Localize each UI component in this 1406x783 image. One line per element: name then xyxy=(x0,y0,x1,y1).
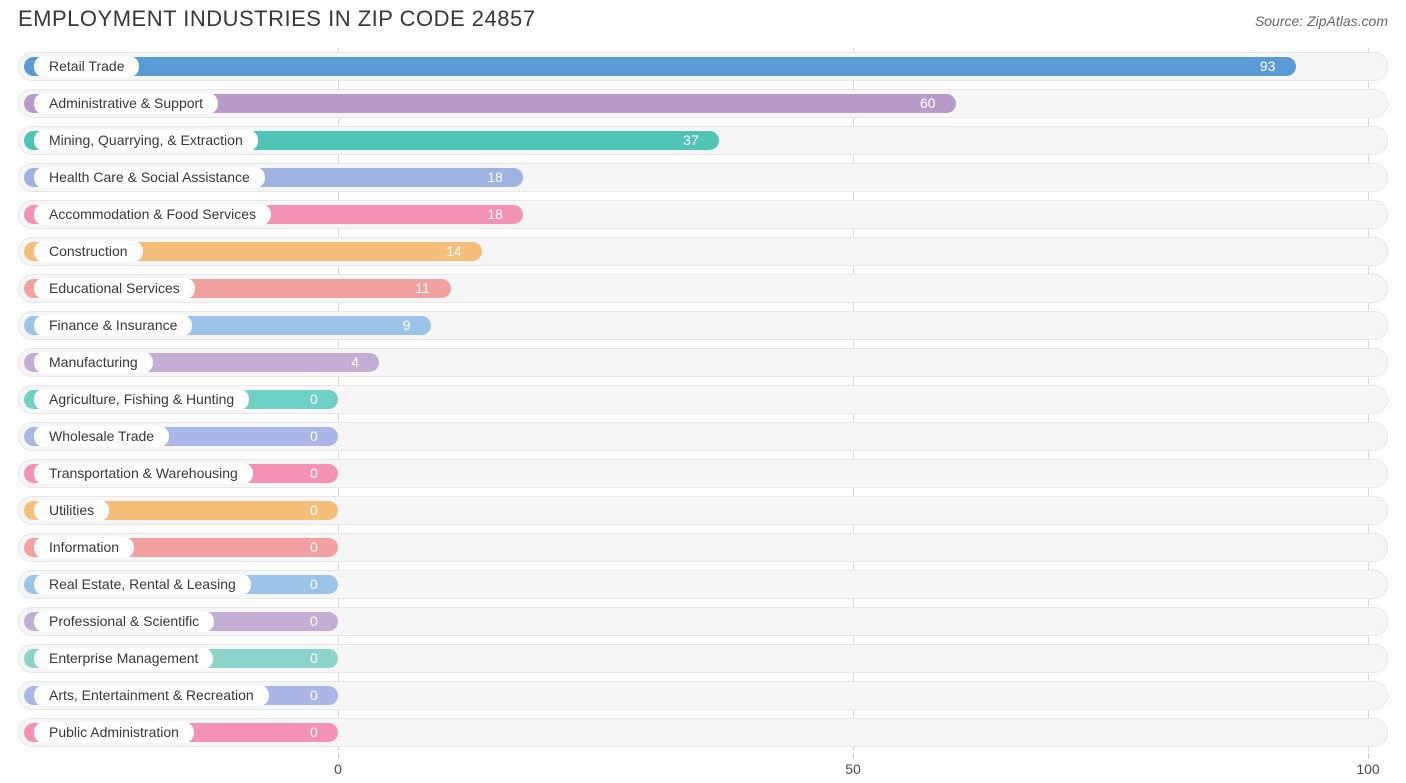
bar-fill xyxy=(24,57,1296,76)
bar-label: Accommodation & Food Services xyxy=(34,204,271,225)
bar-row: Finance & Insurance 9 xyxy=(18,307,1388,344)
bar-label: Finance & Insurance xyxy=(34,315,192,336)
chart-source: Source: ZipAtlas.com xyxy=(1255,13,1388,29)
bar-label: Retail Trade xyxy=(34,56,139,77)
bar-row: Information 0 xyxy=(18,529,1388,566)
bar-label: Arts, Entertainment & Recreation xyxy=(34,685,269,706)
bar-label: Transportation & Warehousing xyxy=(34,463,253,484)
bar-label: Construction xyxy=(34,241,143,262)
bar-row: Transportation & Warehousing 0 xyxy=(18,455,1388,492)
bar-value: 93 xyxy=(1260,48,1276,85)
bar-label: Mining, Quarrying, & Extraction xyxy=(34,130,258,151)
axis-tick xyxy=(853,753,854,759)
bar-value: 0 xyxy=(310,492,318,529)
bar-value: 0 xyxy=(310,418,318,455)
bar-value: 9 xyxy=(403,307,411,344)
bar-value: 0 xyxy=(310,529,318,566)
chart-title: EMPLOYMENT INDUSTRIES IN ZIP CODE 24857 xyxy=(18,6,536,32)
bar-row: Agriculture, Fishing & Hunting 0 xyxy=(18,381,1388,418)
bar-value: 0 xyxy=(310,714,318,751)
axis-tick xyxy=(338,753,339,759)
bar-row: Professional & Scientific 0 xyxy=(18,603,1388,640)
bar-row: Educational Services 11 xyxy=(18,270,1388,307)
bar-value: 60 xyxy=(920,85,936,122)
bar-row: Utilities 0 xyxy=(18,492,1388,529)
bar-row: Public Administration 0 xyxy=(18,714,1388,751)
bar-label: Manufacturing xyxy=(34,352,153,373)
bar-value: 0 xyxy=(310,640,318,677)
bar-row: Wholesale Trade 0 xyxy=(18,418,1388,455)
axis-tick xyxy=(1368,753,1369,759)
bar-row: Accommodation & Food Services 18 xyxy=(18,196,1388,233)
bar-label: Enterprise Management xyxy=(34,648,213,669)
bar-value: 4 xyxy=(351,344,359,381)
bar-label: Administrative & Support xyxy=(34,93,218,114)
bar-value: 0 xyxy=(310,381,318,418)
chart-area: Retail Trade 93 Administrative & Support 60… xyxy=(0,38,1406,783)
bars-container: Retail Trade 93 Administrative & Support 60… xyxy=(18,48,1388,751)
bar-label: Wholesale Trade xyxy=(34,426,169,447)
chart-header: EMPLOYMENT INDUSTRIES IN ZIP CODE 24857 … xyxy=(0,0,1406,38)
bar-value: 37 xyxy=(683,122,699,159)
axis-label: 0 xyxy=(334,761,342,777)
bar-row: Manufacturing 4 xyxy=(18,344,1388,381)
bar-value: 0 xyxy=(310,603,318,640)
bar-value: 0 xyxy=(310,566,318,603)
x-axis: 0 50 100 xyxy=(18,753,1388,783)
bar-label: Health Care & Social Assistance xyxy=(34,167,265,188)
bar-row: Arts, Entertainment & Recreation 0 xyxy=(18,677,1388,714)
bar-label: Agriculture, Fishing & Hunting xyxy=(34,389,249,410)
bar-row: Health Care & Social Assistance 18 xyxy=(18,159,1388,196)
bar-label: Information xyxy=(34,537,134,558)
bar-value: 11 xyxy=(415,270,430,307)
bar-value: 18 xyxy=(487,196,503,233)
bar-row: Retail Trade 93 xyxy=(18,48,1388,85)
bar-label: Utilities xyxy=(34,500,109,521)
bar-value: 18 xyxy=(487,159,503,196)
bar-row: Enterprise Management 0 xyxy=(18,640,1388,677)
bar-value: 0 xyxy=(310,677,318,714)
axis-label: 50 xyxy=(845,761,861,777)
bar-value: 0 xyxy=(310,455,318,492)
bar-label: Professional & Scientific xyxy=(34,611,214,632)
bar-row: Mining, Quarrying, & Extraction 37 xyxy=(18,122,1388,159)
bar-row: Construction 14 xyxy=(18,233,1388,270)
bar-label: Public Administration xyxy=(34,722,194,743)
bar-row: Administrative & Support 60 xyxy=(18,85,1388,122)
bar-label: Real Estate, Rental & Leasing xyxy=(34,574,251,595)
axis-label: 100 xyxy=(1356,761,1379,777)
bar-value: 14 xyxy=(446,233,462,270)
bar-label: Educational Services xyxy=(34,278,195,299)
bar-row: Real Estate, Rental & Leasing 0 xyxy=(18,566,1388,603)
